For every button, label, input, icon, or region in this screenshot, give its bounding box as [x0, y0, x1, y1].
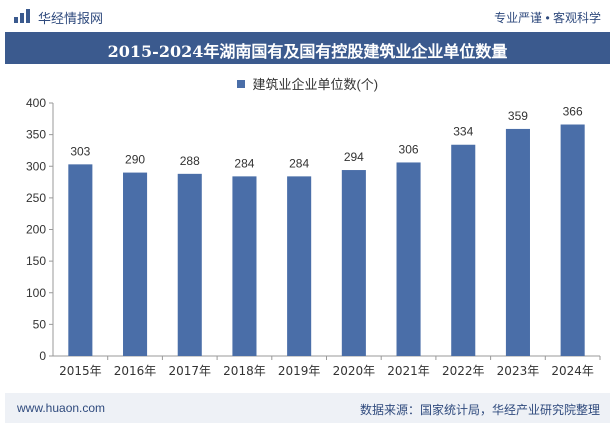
y-tick-label: 200 — [26, 223, 46, 237]
slogan: 专业严谨 • 客观科学 — [494, 11, 601, 25]
brand-name: 华经情报网 — [38, 11, 104, 26]
data-label: 303 — [70, 144, 90, 158]
y-tick-label: 0 — [39, 349, 46, 363]
x-tick-label: 2022年 — [442, 364, 485, 378]
data-label: 294 — [344, 150, 364, 164]
bar — [396, 162, 421, 356]
bar — [287, 176, 312, 356]
data-label: 366 — [563, 105, 583, 119]
x-tick-label: 2020年 — [333, 364, 376, 378]
data-label: 288 — [180, 154, 200, 168]
bar — [341, 170, 366, 356]
x-tick-label: 2019年 — [278, 364, 321, 378]
data-label: 334 — [453, 125, 473, 139]
x-tick-label: 2024年 — [551, 364, 594, 378]
bar — [123, 172, 148, 356]
bar — [560, 124, 585, 356]
chart-title: 2015-2024年湖南国有及国有控股建筑业企业单位数量 — [107, 42, 508, 61]
footer: www.huaon.com 数据来源：国家统计局，华经产业研究院整理 — [5, 393, 610, 423]
logo-icon — [14, 9, 30, 23]
x-tick-label: 2015年 — [59, 364, 102, 378]
legend-swatch — [236, 80, 245, 88]
y-tick-label: 250 — [26, 191, 46, 205]
x-tick-label: 2016年 — [114, 364, 157, 378]
bar — [505, 128, 530, 356]
bar-chart: 0 50 100 150 200 250 300 350 400 303 2015年 290 2016年… — [26, 96, 601, 378]
data-label: 290 — [125, 153, 145, 167]
y-tick-label: 350 — [26, 128, 46, 142]
x-tick-label: 2018年 — [223, 364, 266, 378]
y-tick-label: 150 — [26, 254, 46, 268]
bar — [68, 164, 93, 356]
data-label: 284 — [234, 156, 254, 170]
bar — [177, 173, 202, 356]
x-tick-label: 2021年 — [387, 364, 430, 378]
y-tick-label: 400 — [26, 96, 46, 110]
bar — [451, 144, 476, 356]
data-label: 359 — [508, 109, 528, 123]
bar — [232, 176, 257, 356]
footer-url: www.huaon.com — [17, 401, 106, 415]
data-label: 306 — [399, 142, 419, 156]
title-bar: 2015-2024年湖南国有及国有控股建筑业企业单位数量 — [5, 32, 610, 64]
chart-legend: 建筑业企业单位数(个) — [0, 74, 615, 93]
data-label: 284 — [289, 156, 309, 170]
y-tick-label: 50 — [33, 317, 47, 331]
y-tick-label: 300 — [26, 159, 46, 173]
legend-label: 建筑业企业单位数(个) — [252, 77, 379, 92]
y-tick-label: 100 — [26, 286, 46, 300]
x-tick-label: 2023年 — [497, 364, 540, 378]
top-bar: 华经情报网 专业严谨 • 客观科学 — [0, 0, 615, 32]
data-source: 数据来源：国家统计局，华经产业研究院整理 — [359, 403, 600, 417]
x-tick-label: 2017年 — [168, 364, 211, 378]
